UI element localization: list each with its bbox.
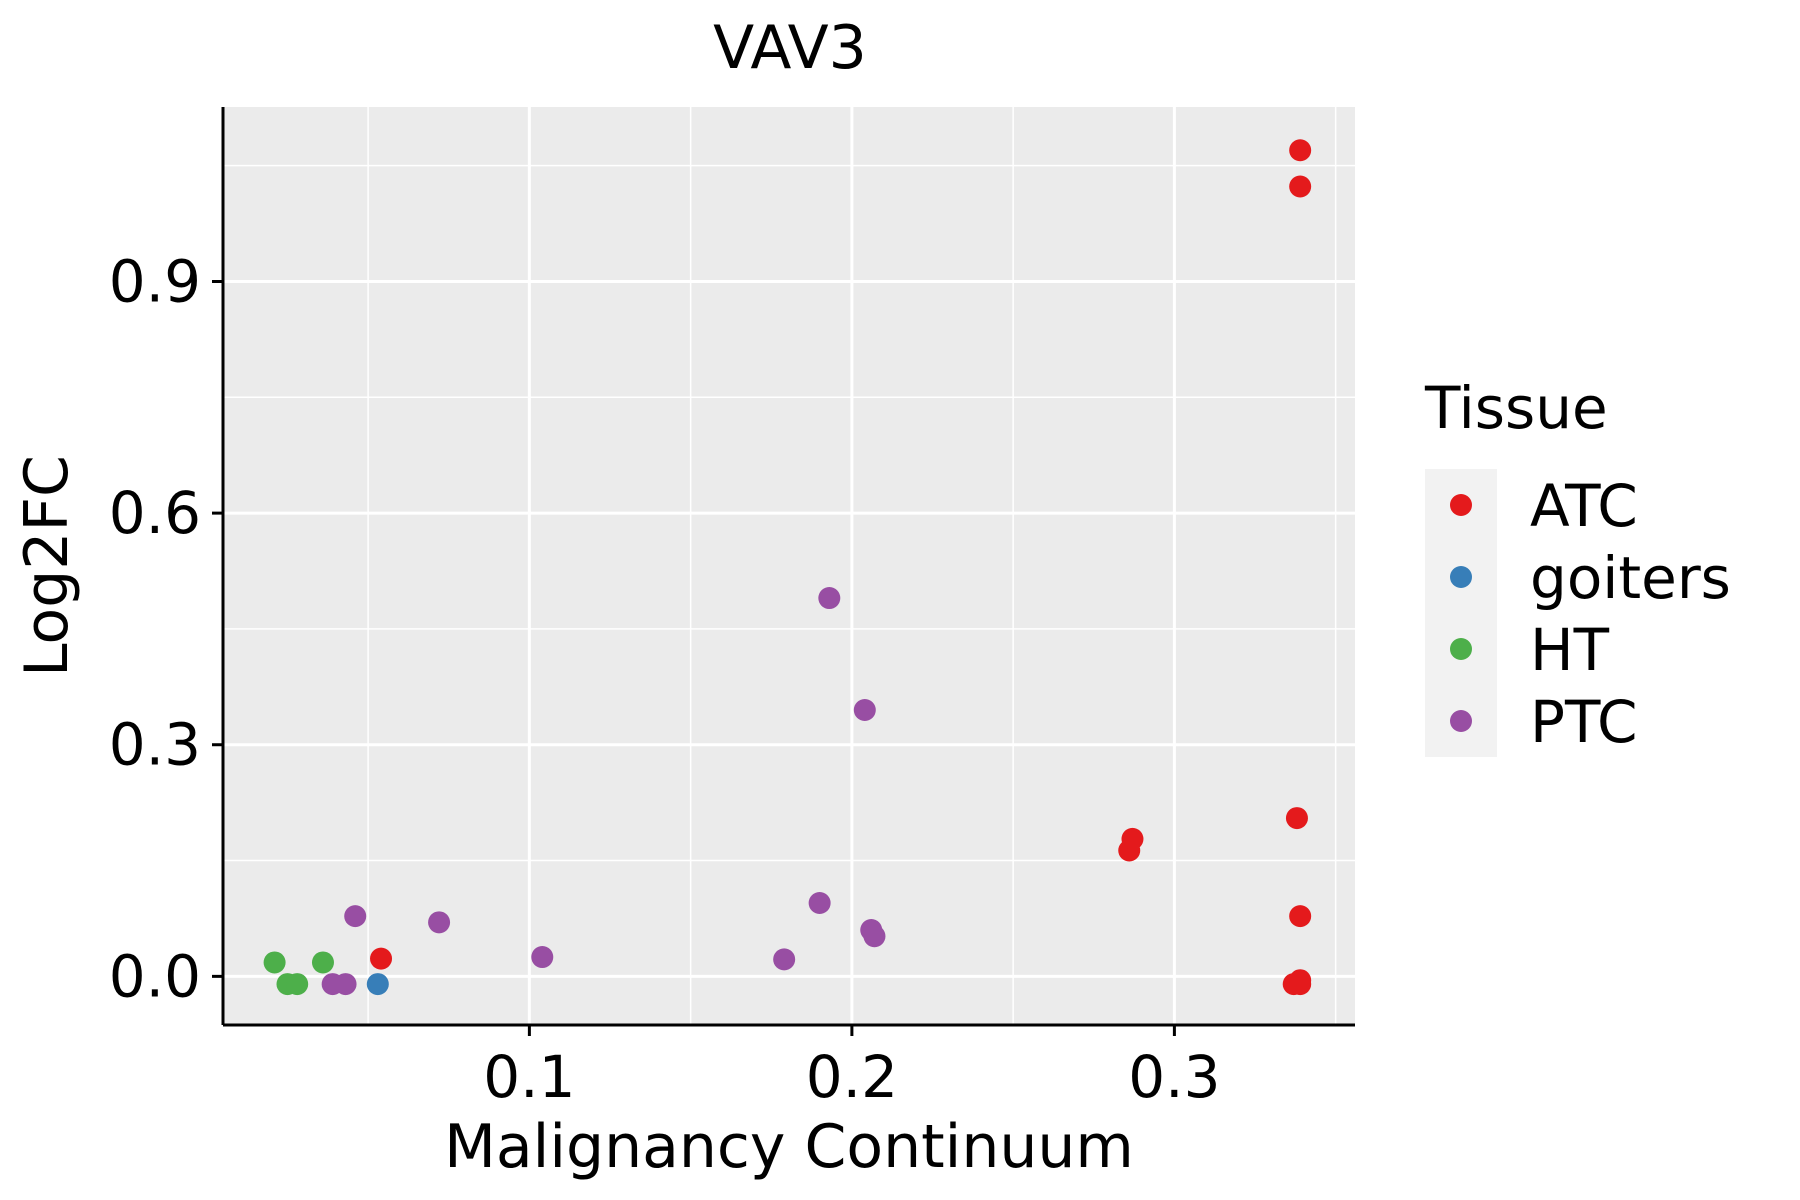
point-ptc (853, 698, 876, 721)
x-tick-label: 0.1 (483, 1043, 575, 1111)
y-axis-ticks: 0.0 0.3 0.6 0.9 (109, 247, 223, 1010)
legend-label-ptc: PTC (1530, 688, 1638, 756)
point-ptc (428, 911, 451, 934)
x-tick-label: 0.3 (1128, 1043, 1220, 1111)
legend-key-ptc (1450, 710, 1472, 732)
point-ptc (863, 925, 886, 948)
point-atc (1289, 969, 1312, 992)
point-atc (1289, 139, 1312, 162)
x-axis-title: Malignancy Continuum (444, 1112, 1134, 1182)
data-points (263, 139, 1312, 996)
legend-key-ht (1450, 638, 1472, 660)
legend-title: Tissue (1424, 374, 1608, 442)
point-ptc (808, 892, 831, 915)
minor-gridlines (223, 107, 1355, 1025)
point-ptc (773, 948, 796, 971)
y-tick-label: 0.9 (109, 247, 201, 315)
y-tick-label: 0.0 (109, 942, 201, 1010)
point-ptc (344, 905, 367, 928)
chart-title: VAV3 (713, 13, 867, 83)
point-atc (370, 947, 393, 970)
point-atc (1285, 807, 1308, 830)
point-atc (1289, 175, 1312, 198)
point-ht (286, 973, 309, 996)
y-axis-title: Log2FC (12, 455, 82, 677)
point-ht (311, 951, 334, 974)
point-atc (1121, 827, 1144, 850)
point-ptc (334, 973, 357, 996)
x-tick-label: 0.2 (806, 1043, 898, 1111)
legend-label-goiters: goiters (1530, 544, 1731, 612)
legend-key-background (1425, 469, 1497, 757)
point-ptc (531, 946, 554, 969)
y-tick-label: 0.6 (109, 479, 201, 547)
legend-key-goiters (1450, 566, 1472, 588)
legend-key-atc (1450, 494, 1472, 516)
point-ht (263, 951, 286, 974)
legend-label-atc: ATC (1530, 472, 1638, 540)
y-tick-label: 0.3 (109, 711, 201, 779)
major-gridlines (223, 107, 1355, 1025)
point-atc (1289, 905, 1312, 928)
x-axis-ticks: 0.1 0.2 0.3 (483, 1025, 1221, 1111)
plot-panel (223, 107, 1355, 1025)
legend-label-ht: HT (1530, 616, 1610, 684)
point-ptc (818, 587, 841, 610)
point-goiters (366, 973, 389, 996)
